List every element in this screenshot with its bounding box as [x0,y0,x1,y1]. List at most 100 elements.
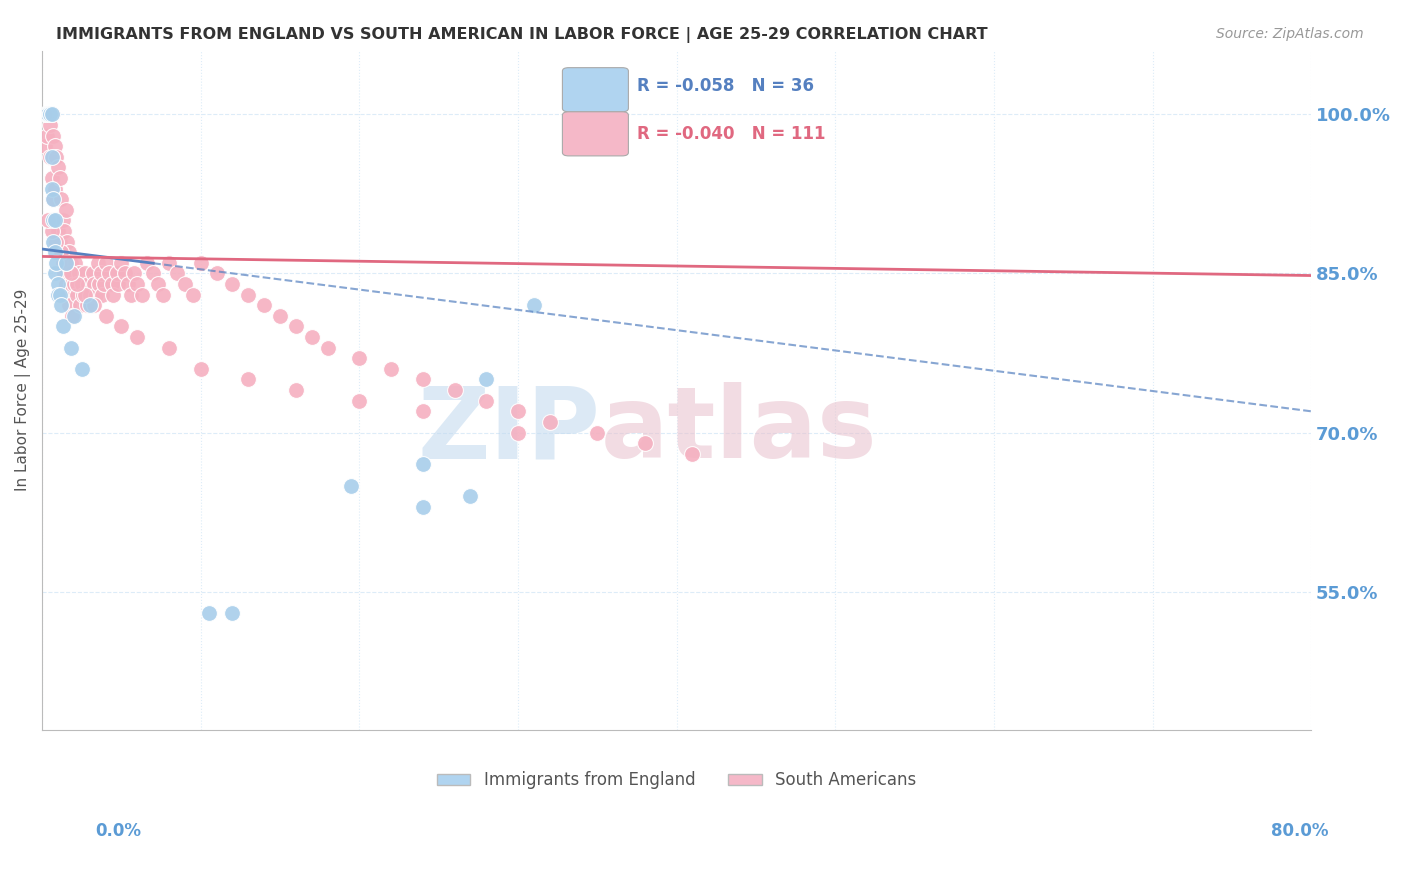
Point [60,267,83,281]
Point [538,415,561,429]
Point [127,330,149,344]
Point [586,425,609,440]
Point [70,362,93,376]
Point [221,606,243,620]
Point [46,277,69,291]
Y-axis label: In Labor Force | Age 25-29: In Labor Force | Age 25-29 [15,289,31,491]
Point [412,404,434,418]
Point [460,489,482,503]
Point [42,128,65,143]
Point [45,213,67,227]
Point [97,267,120,281]
Point [67,267,90,281]
Point [181,287,204,301]
Point [44,245,66,260]
Point [506,425,529,440]
Point [77,277,100,291]
Point [83,277,105,291]
Point [52,319,75,334]
Point [55,202,77,217]
Point [44,139,66,153]
Point [157,256,180,270]
Point [46,224,69,238]
Point [443,383,465,397]
Point [117,277,139,291]
Text: IMMIGRANTS FROM ENGLAND VS SOUTH AMERICAN IN LABOR FORCE | AGE 25-29 CORRELATION: IMMIGRANTS FROM ENGLAND VS SOUTH AMERICA… [56,27,988,43]
Point [157,341,180,355]
Point [58,245,80,260]
Point [73,267,96,281]
Point [475,393,498,408]
Point [506,404,529,418]
Point [59,267,82,281]
Point [349,393,371,408]
Point [269,309,291,323]
Point [316,341,339,355]
Point [103,287,125,301]
Point [46,287,69,301]
Point [412,458,434,472]
Point [349,351,371,366]
Point [41,181,63,195]
Point [66,287,89,301]
Point [59,256,82,270]
Point [35,128,58,143]
Point [284,383,307,397]
Point [49,298,72,312]
Text: R = -0.058   N = 36: R = -0.058 N = 36 [637,77,814,95]
Point [238,372,260,386]
Point [634,436,657,450]
Point [91,287,114,301]
Point [56,235,79,249]
Point [197,606,219,620]
Point [42,192,65,206]
Point [41,171,63,186]
Point [73,287,96,301]
Point [37,107,59,121]
Point [48,235,70,249]
Point [45,235,67,249]
Point [190,362,212,376]
FancyBboxPatch shape [562,112,628,156]
Point [41,107,63,121]
Point [412,372,434,386]
Point [89,277,111,291]
Text: ZIP: ZIP [418,383,600,479]
Point [44,181,66,195]
Point [221,277,243,291]
Point [110,319,132,334]
Point [35,107,58,121]
Point [39,150,62,164]
Point [63,277,86,291]
Point [107,277,129,291]
Point [52,213,75,227]
Point [190,256,212,270]
Point [34,107,56,121]
Point [35,107,58,121]
Point [49,192,72,206]
Point [110,256,132,270]
Point [55,256,77,270]
Point [63,309,86,323]
Point [41,107,63,121]
Point [45,256,67,270]
Point [69,298,91,312]
Point [93,277,115,291]
Point [42,235,65,249]
Point [48,287,70,301]
Point [90,267,112,281]
Point [53,267,76,281]
Point [301,330,323,344]
Point [94,256,117,270]
Point [39,107,62,121]
Point [120,287,142,301]
Point [523,298,546,312]
Text: Source: ZipAtlas.com: Source: ZipAtlas.com [1216,27,1364,41]
Point [49,245,72,260]
Point [127,277,149,291]
Point [59,277,82,291]
Point [58,298,80,312]
Point [475,372,498,386]
Point [59,341,82,355]
Point [83,298,105,312]
